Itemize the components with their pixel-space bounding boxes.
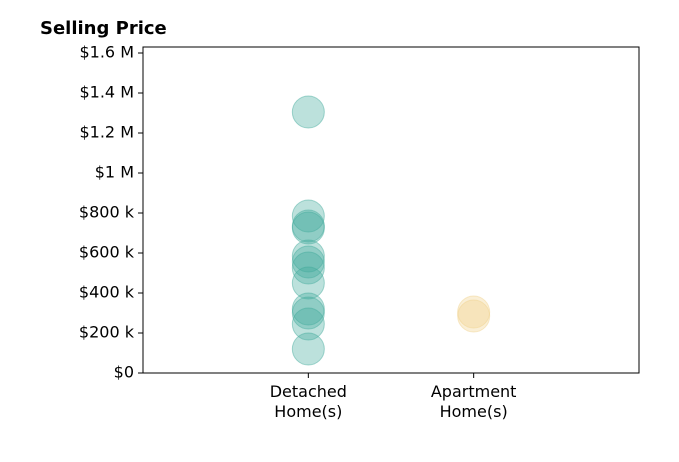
y-tick-label: $400 k xyxy=(79,283,135,302)
y-tick-label: $1.2 M xyxy=(79,123,134,142)
plot-frame xyxy=(142,46,640,374)
point xyxy=(291,296,325,330)
point xyxy=(291,209,325,243)
y-tick-label: $0 xyxy=(114,363,134,382)
point xyxy=(291,332,325,366)
point xyxy=(291,239,325,273)
y-tick-label: $1.4 M xyxy=(79,83,134,102)
point xyxy=(291,307,325,341)
point xyxy=(457,299,491,333)
x-tick-label: Detached Home(s) xyxy=(269,382,347,421)
x-tick-label: Apartment Home(s) xyxy=(430,382,517,421)
point xyxy=(291,95,325,129)
point xyxy=(291,266,325,300)
point xyxy=(291,199,325,233)
point xyxy=(291,292,325,326)
y-tick-label: $200 k xyxy=(79,323,135,342)
point xyxy=(291,245,325,279)
point xyxy=(291,211,325,245)
point xyxy=(457,295,491,329)
y-tick-label: $600 k xyxy=(79,243,135,262)
y-tick-label: $800 k xyxy=(79,203,135,222)
chart-title: Selling Price xyxy=(40,18,167,39)
point xyxy=(291,251,325,285)
y-tick-label: $1.6 M xyxy=(79,43,134,62)
y-tick-label: $1 M xyxy=(95,163,134,182)
